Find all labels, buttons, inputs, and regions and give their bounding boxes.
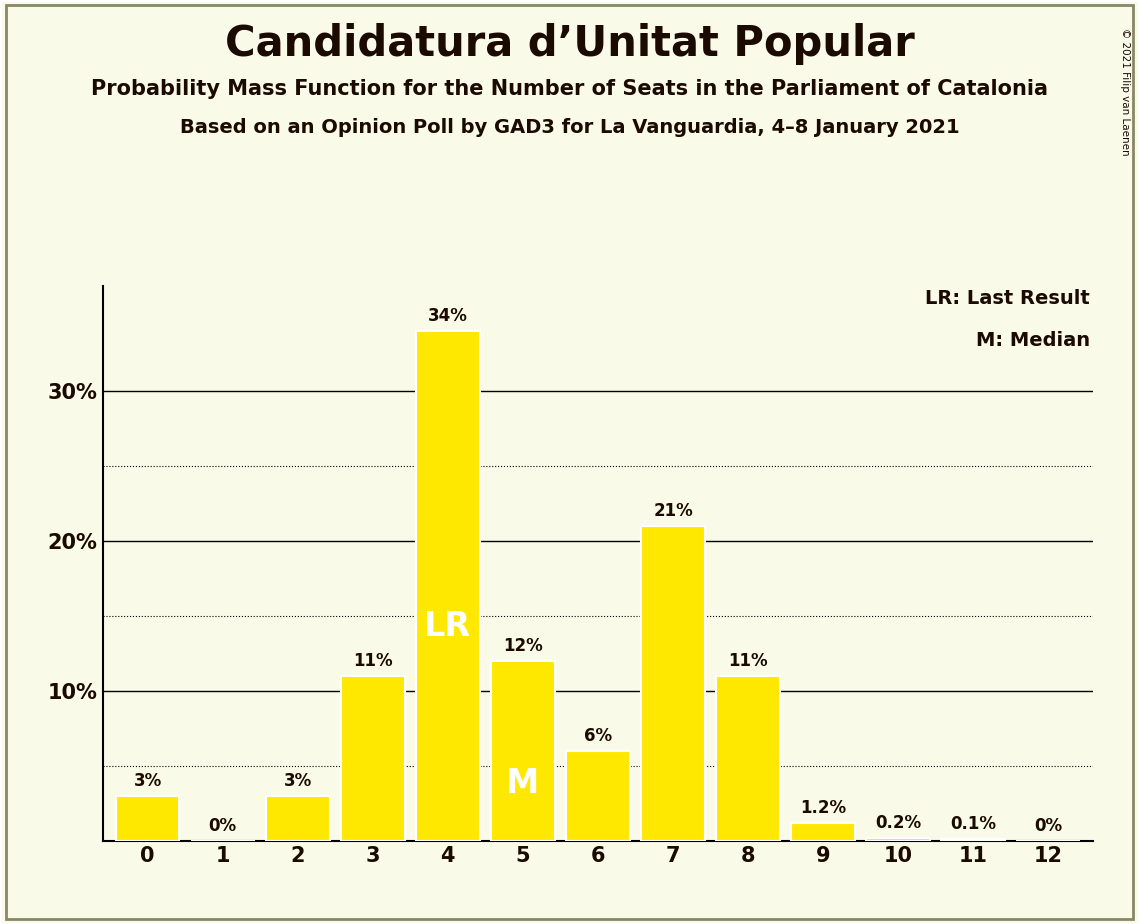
Text: 11%: 11% bbox=[353, 652, 393, 670]
Text: Candidatura d’Unitat Popular: Candidatura d’Unitat Popular bbox=[224, 23, 915, 65]
Text: 34%: 34% bbox=[428, 308, 468, 325]
Text: M: Median: M: Median bbox=[976, 332, 1090, 350]
Bar bbox=[792, 823, 855, 841]
Bar bbox=[491, 661, 555, 841]
Text: M: M bbox=[506, 767, 540, 800]
Bar bbox=[341, 676, 404, 841]
Text: 3%: 3% bbox=[133, 772, 162, 790]
Text: LR: LR bbox=[424, 611, 472, 643]
Text: 6%: 6% bbox=[584, 727, 612, 745]
Bar bbox=[265, 796, 329, 841]
Text: 0%: 0% bbox=[1034, 817, 1063, 835]
Text: 1.2%: 1.2% bbox=[800, 799, 846, 817]
Text: 3%: 3% bbox=[284, 772, 312, 790]
Text: 0.2%: 0.2% bbox=[875, 814, 921, 832]
Bar bbox=[566, 751, 630, 841]
Text: © 2021 Filip van Laenen: © 2021 Filip van Laenen bbox=[1120, 28, 1130, 155]
Text: 11%: 11% bbox=[728, 652, 768, 670]
Text: 0%: 0% bbox=[208, 817, 237, 835]
Text: 21%: 21% bbox=[653, 502, 693, 520]
Text: 0.1%: 0.1% bbox=[950, 815, 997, 833]
Bar bbox=[116, 796, 180, 841]
Text: 12%: 12% bbox=[503, 637, 543, 655]
Bar bbox=[416, 332, 480, 841]
Bar bbox=[942, 839, 1006, 841]
Bar bbox=[867, 838, 931, 841]
Text: Probability Mass Function for the Number of Seats in the Parliament of Catalonia: Probability Mass Function for the Number… bbox=[91, 79, 1048, 99]
Bar bbox=[716, 676, 780, 841]
Bar bbox=[641, 526, 705, 841]
Text: LR: Last Result: LR: Last Result bbox=[925, 289, 1090, 309]
Text: Based on an Opinion Poll by GAD3 for La Vanguardia, 4–8 January 2021: Based on an Opinion Poll by GAD3 for La … bbox=[180, 118, 959, 138]
